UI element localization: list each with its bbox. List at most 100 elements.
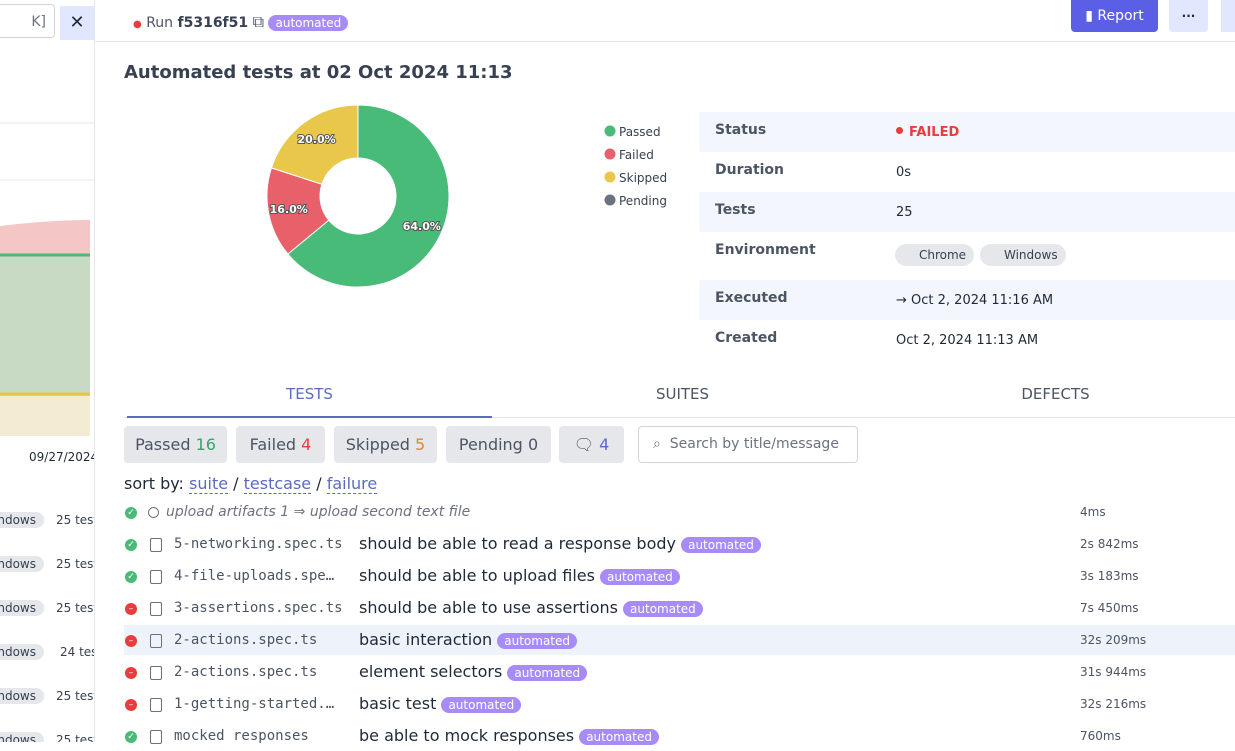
test-duration: 4ms	[1080, 505, 1106, 519]
test-duration: 3s 183ms	[1080, 569, 1139, 583]
filter-count: 4	[301, 435, 312, 454]
test-title: be able to mock responses	[359, 726, 575, 745]
test-title: element selectors	[359, 662, 503, 681]
test-row[interactable]: ✓ mocked responses be able to mock respons…	[124, 721, 1235, 751]
test-badge: automated	[507, 665, 588, 681]
filter-button[interactable]: Passed 16	[124, 426, 227, 463]
test-file: mocked responses	[174, 728, 309, 744]
test-duration: 32s 209ms	[1080, 633, 1147, 647]
status-icon: ✓	[125, 731, 137, 743]
test-row[interactable]: – 2-actions.spec.ts element selectors auto…	[124, 657, 1235, 687]
test-duration: 760ms	[1080, 729, 1121, 743]
test-title-wrap: should be able to read a response body a…	[359, 534, 761, 553]
legend-swatch	[604, 194, 616, 206]
sort-option[interactable]: suite	[189, 474, 229, 494]
sidebar: K] ✕ 09/27/2024 Windows 25 tests Windows 25…	[0, 0, 95, 742]
legend-swatch	[604, 171, 616, 183]
search-input[interactable]: K]	[0, 4, 55, 38]
test-badge: automated	[623, 601, 703, 617]
test-row[interactable]: ✓ 5-networking.spec.ts should be able to r…	[124, 529, 1235, 559]
test-row[interactable]: ✓ upload artifacts 1 ⇒ upload second text…	[124, 497, 1235, 527]
run-tests: 25 tests	[56, 601, 94, 615]
sort-option[interactable]: testcase	[243, 474, 312, 494]
detail-row: Tests 25	[699, 192, 1235, 232]
clock-icon	[148, 507, 159, 518]
report-button[interactable]: ▮ Report	[1071, 0, 1158, 32]
test-row[interactable]: ✓ 4-file-uploads.spe… should be able to up…	[124, 561, 1235, 591]
test-title: should be able to read a response body	[359, 534, 676, 553]
legend-label: Passed	[619, 125, 661, 139]
run-tests: 24 tests	[60, 645, 94, 659]
test-badge: automated	[600, 569, 680, 585]
close-button[interactable]: ✕	[60, 6, 94, 40]
detail-row: Environment Chrome Windows	[699, 232, 1235, 280]
clipboard-icon	[150, 634, 162, 648]
run-tests: 25 tests	[56, 513, 94, 527]
test-title: should be able to use assertions	[359, 598, 618, 617]
detail-label: Duration	[715, 162, 785, 178]
test-title-wrap: should be able to use assertions automat…	[359, 598, 703, 617]
test-title-wrap: basic test automated	[359, 694, 522, 713]
status-icon: ✓	[125, 571, 137, 583]
test-title-wrap: basic interaction automated	[359, 630, 578, 649]
status-dot	[896, 127, 903, 134]
test-row[interactable]: – 1-getting-started.… basic test automated…	[124, 689, 1235, 719]
env-tag: Chrome	[895, 244, 975, 266]
test-badge: automated	[579, 729, 659, 745]
run-id: f5316f51	[177, 15, 249, 31]
clipboard-icon	[150, 538, 162, 552]
sort-option[interactable]: failure	[326, 474, 378, 494]
test-file: 5-networking.spec.ts	[174, 536, 343, 552]
test-file: 1-getting-started.…	[174, 696, 335, 712]
clipboard-icon	[150, 698, 162, 712]
tab[interactable]: SUITES	[655, 385, 710, 403]
detail-label: Status	[715, 122, 767, 138]
status-icon: –	[125, 603, 137, 615]
comments-filter[interactable]: 🗨 4	[559, 426, 624, 463]
page-title: Automated tests at 02 Oct 2024 11:13	[124, 62, 513, 83]
filter-button[interactable]: Failed 4	[236, 426, 325, 463]
tab[interactable]: TESTS	[127, 385, 492, 418]
more-button[interactable]: ···	[1169, 0, 1208, 32]
test-file: 3-assertions.spec.ts	[174, 600, 343, 616]
run-env: Windows	[0, 556, 44, 572]
filter-button[interactable]: Pending 0	[446, 426, 551, 463]
test-title: basic interaction	[359, 630, 493, 649]
filter-button[interactable]: Skipped 5	[334, 426, 437, 463]
extra-button[interactable]	[1221, 0, 1235, 32]
detail-row: Duration 0s	[699, 152, 1235, 192]
status-icon: –	[125, 667, 137, 679]
filter-label: Failed	[249, 435, 297, 454]
detail-row: Executed → Oct 2, 2024 11:16 AM	[699, 280, 1235, 320]
test-file: 2-actions.spec.ts	[174, 664, 318, 680]
status-icon: ✓	[125, 507, 137, 519]
donut-label: 64.0%	[403, 220, 441, 233]
status-icon: ✓	[125, 539, 137, 551]
legend-swatch	[604, 125, 616, 137]
comments-count: 4	[599, 435, 610, 454]
filter-label: Passed	[135, 435, 191, 454]
run-info: ● Run f5316f51 ⧉ automated	[133, 12, 349, 32]
search-placeholder: Search by title/message	[669, 436, 839, 452]
tab[interactable]: DEFECTS	[1021, 385, 1090, 403]
chart-date: 09/27/2024	[29, 450, 95, 464]
test-file: 2-actions.spec.ts	[174, 632, 318, 648]
detail-label: Tests	[715, 202, 756, 218]
run-badge: automated	[268, 15, 349, 31]
header-divider	[95, 41, 1235, 42]
test-duration: 31s 944ms	[1080, 665, 1147, 679]
detail-row: Created Oct 2, 2024 11:13 AM	[699, 320, 1235, 360]
filter-count: 16	[195, 435, 216, 454]
test-badge: automated	[441, 697, 522, 713]
detail-row: Status FAILED	[699, 112, 1235, 152]
test-row[interactable]: – 2-actions.spec.ts basic interaction auto…	[124, 625, 1235, 655]
env-tag: Windows	[980, 244, 1066, 266]
legend-swatch	[604, 148, 616, 160]
test-title: upload artifacts 1 ⇒ upload second text …	[166, 504, 471, 520]
search-box[interactable]: ⌕ Search by title/message	[638, 426, 858, 463]
run-env: Windows	[0, 512, 44, 528]
filter-count: 0	[527, 435, 539, 454]
detail-label: Environment	[715, 242, 816, 258]
test-row[interactable]: – 3-assertions.spec.ts should be able to u…	[124, 593, 1235, 623]
